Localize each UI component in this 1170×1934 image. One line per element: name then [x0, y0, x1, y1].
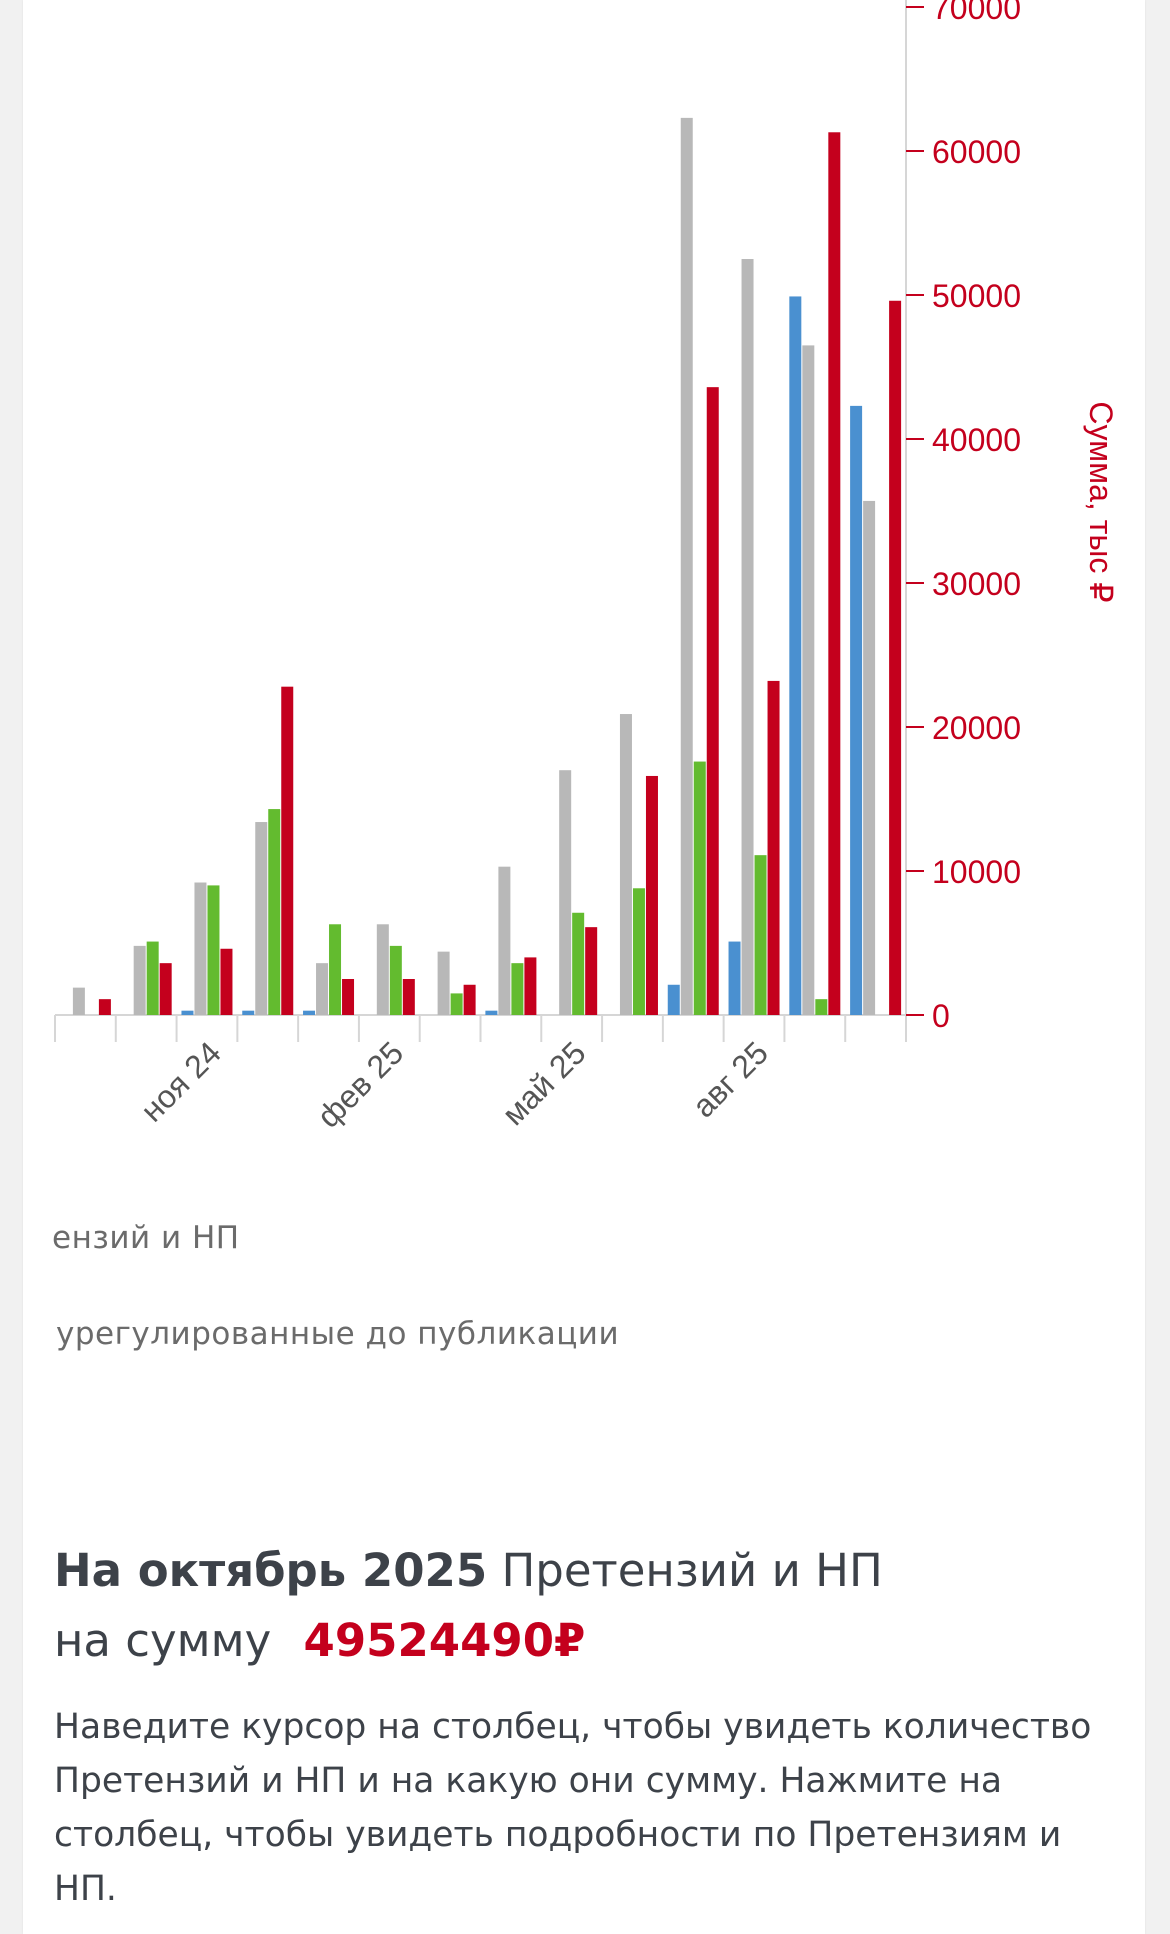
summary-amount: 49524490₽ [303, 1614, 586, 1667]
bar[interactable] [255, 822, 268, 1015]
bar[interactable] [741, 259, 754, 1015]
bar[interactable] [645, 775, 658, 1015]
y-tick-label: 70000 [932, 0, 1021, 26]
x-tick-label: ноя 24 [134, 1034, 228, 1128]
summary-block: На октябрь 2025 Претензий и НП на сумму … [54, 1536, 1104, 1676]
bar[interactable] [706, 387, 719, 1015]
bar[interactable] [498, 866, 511, 1015]
bar[interactable] [194, 882, 207, 1015]
bar[interactable] [767, 680, 780, 1015]
bar[interactable] [98, 999, 111, 1015]
bar[interactable] [559, 770, 572, 1015]
bar[interactable] [146, 941, 159, 1015]
bar[interactable] [889, 300, 902, 1015]
y-tick-label: 0 [932, 998, 950, 1034]
summary-period: На октябрь 2025 [54, 1544, 488, 1597]
bar[interactable] [789, 296, 802, 1015]
bar[interactable] [72, 987, 85, 1015]
bar[interactable] [281, 686, 294, 1015]
bar[interactable] [133, 945, 146, 1015]
bar[interactable] [728, 941, 741, 1015]
bar[interactable] [402, 979, 415, 1015]
bar[interactable] [754, 855, 767, 1015]
summary-label: Претензий и НП [501, 1544, 883, 1597]
y-tick-label: 20000 [932, 710, 1021, 746]
bar[interactable] [619, 714, 632, 1015]
bar[interactable] [389, 945, 402, 1015]
bar[interactable] [316, 963, 329, 1015]
bar[interactable] [329, 924, 342, 1015]
bar[interactable] [667, 984, 680, 1015]
y-tick-label: 40000 [932, 422, 1021, 458]
bar[interactable] [585, 927, 598, 1015]
chart-bars [72, 117, 902, 1015]
y-tick-label: 60000 [932, 134, 1021, 170]
bar[interactable] [437, 951, 450, 1015]
bar[interactable] [342, 979, 355, 1015]
bar[interactable] [632, 888, 645, 1015]
bar[interactable] [268, 809, 281, 1015]
y-axis-label: Сумма, тыс ₽ [1083, 401, 1119, 602]
bar[interactable] [159, 963, 172, 1015]
bar[interactable] [693, 761, 706, 1015]
y-tick-label: 30000 [932, 566, 1021, 602]
bar-chart: 0 10000 20000 30000 40000 50000 60000 70000 ноя … [54, 0, 1119, 1135]
bar[interactable] [303, 1010, 316, 1015]
x-tick-label: май 25 [495, 1034, 593, 1132]
bar[interactable] [376, 924, 389, 1015]
bar[interactable] [181, 1010, 194, 1015]
x-tick-label: фев 25 [310, 1034, 410, 1134]
bar[interactable] [572, 912, 585, 1015]
y-tick-label: 10000 [932, 854, 1021, 890]
bar[interactable] [828, 132, 841, 1015]
legend-item-settled[interactable]: урегулированные до публикации [56, 1316, 620, 1352]
bar[interactable] [242, 1010, 255, 1015]
bar[interactable] [207, 885, 220, 1015]
bar[interactable] [815, 999, 828, 1015]
y-tick-label: 50000 [932, 278, 1021, 314]
bar[interactable] [485, 1010, 498, 1015]
bar[interactable] [220, 948, 233, 1015]
bar[interactable] [850, 405, 863, 1015]
hint-text: Наведите курсор на столбец, чтобы увидет… [54, 1707, 1092, 1909]
bar[interactable] [524, 957, 537, 1015]
bar[interactable] [802, 345, 815, 1015]
legend-item-claims[interactable]: ензий и НП [52, 1220, 240, 1256]
x-tick-label: авг 25 [685, 1034, 775, 1124]
bar[interactable] [863, 500, 876, 1015]
bar[interactable] [450, 993, 463, 1015]
bar[interactable] [463, 984, 476, 1015]
summary-sum-prefix: на сумму [54, 1614, 272, 1667]
bar[interactable] [511, 963, 524, 1015]
bar[interactable] [680, 117, 693, 1015]
